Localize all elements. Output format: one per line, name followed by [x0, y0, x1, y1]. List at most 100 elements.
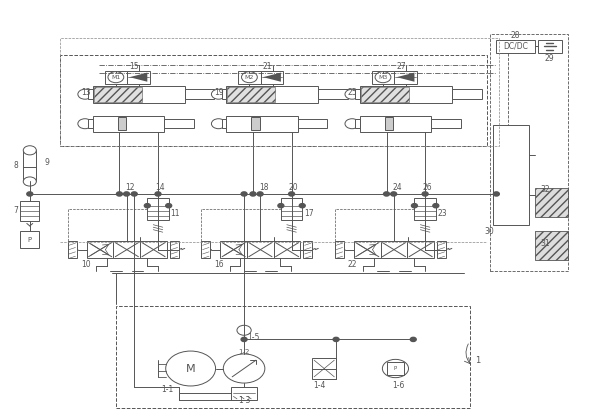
Bar: [437, 241, 446, 259]
Circle shape: [333, 337, 339, 342]
Text: 30: 30: [484, 227, 494, 236]
Bar: [490, 34, 568, 271]
Circle shape: [27, 192, 33, 196]
Circle shape: [166, 351, 215, 386]
Text: 1-1: 1-1: [161, 385, 173, 394]
Text: 8: 8: [13, 161, 18, 171]
Text: 1-4: 1-4: [314, 381, 326, 389]
Text: P: P: [28, 237, 32, 243]
Text: 25: 25: [348, 88, 358, 97]
Circle shape: [345, 119, 359, 129]
Polygon shape: [397, 73, 415, 82]
Circle shape: [155, 192, 161, 196]
Bar: [538, 40, 562, 53]
Bar: [227, 87, 275, 102]
Text: 1-6: 1-6: [393, 381, 405, 389]
Bar: [226, 86, 318, 103]
Circle shape: [412, 203, 418, 208]
Bar: [88, 89, 93, 99]
Bar: [105, 70, 127, 84]
Text: 20: 20: [289, 183, 298, 192]
Text: 16: 16: [214, 260, 224, 269]
Bar: [535, 188, 568, 217]
Bar: [60, 55, 487, 146]
Text: 15: 15: [129, 62, 139, 71]
Circle shape: [237, 325, 251, 335]
Bar: [117, 306, 469, 408]
Circle shape: [299, 203, 305, 208]
Bar: [118, 117, 126, 131]
Bar: [140, 241, 167, 259]
Circle shape: [78, 89, 92, 99]
Bar: [220, 241, 247, 259]
Text: 27: 27: [396, 62, 406, 71]
Bar: [415, 198, 436, 220]
Bar: [298, 119, 327, 128]
Bar: [94, 87, 142, 102]
Bar: [238, 70, 261, 84]
Bar: [251, 117, 260, 131]
Text: 13: 13: [81, 88, 90, 97]
Polygon shape: [130, 73, 148, 82]
Bar: [184, 89, 214, 99]
Circle shape: [384, 192, 390, 196]
Bar: [535, 231, 568, 261]
Text: 23: 23: [437, 209, 447, 218]
Circle shape: [211, 89, 226, 99]
Bar: [387, 362, 405, 375]
Bar: [493, 126, 529, 225]
Text: 1-3: 1-3: [238, 396, 250, 405]
Bar: [408, 241, 434, 259]
Circle shape: [345, 89, 359, 99]
Text: 17: 17: [304, 209, 314, 218]
Circle shape: [242, 72, 257, 83]
Circle shape: [391, 192, 397, 196]
Circle shape: [108, 72, 124, 83]
Text: 22: 22: [348, 260, 358, 269]
Text: 11: 11: [170, 209, 180, 218]
Bar: [354, 241, 381, 259]
Text: 18: 18: [259, 183, 268, 192]
Circle shape: [78, 119, 92, 129]
Bar: [394, 70, 417, 84]
Bar: [312, 358, 336, 379]
Bar: [170, 241, 178, 259]
Bar: [372, 70, 394, 84]
Circle shape: [250, 192, 256, 196]
Bar: [20, 231, 39, 248]
Bar: [93, 116, 164, 132]
Text: 10: 10: [81, 260, 90, 269]
Circle shape: [422, 192, 428, 196]
Circle shape: [241, 192, 247, 196]
Circle shape: [23, 146, 36, 155]
Circle shape: [375, 72, 391, 83]
Text: 14: 14: [155, 183, 165, 192]
Text: 1: 1: [475, 356, 481, 365]
Bar: [201, 241, 210, 259]
Bar: [318, 89, 348, 99]
Text: M: M: [186, 364, 196, 374]
Circle shape: [383, 359, 409, 378]
Text: 19: 19: [214, 88, 224, 97]
Bar: [361, 87, 409, 102]
Circle shape: [117, 192, 123, 196]
Text: M1: M1: [111, 75, 120, 80]
Circle shape: [131, 192, 137, 196]
Circle shape: [289, 192, 295, 196]
Bar: [355, 119, 360, 128]
Bar: [68, 241, 77, 259]
Bar: [87, 241, 114, 259]
Bar: [496, 40, 535, 53]
Text: 21: 21: [263, 62, 273, 71]
Bar: [114, 241, 140, 259]
Bar: [385, 117, 393, 131]
Bar: [452, 89, 481, 99]
Text: 9: 9: [44, 158, 49, 167]
Bar: [247, 241, 274, 259]
Bar: [23, 150, 36, 181]
Bar: [431, 119, 461, 128]
Bar: [20, 201, 39, 221]
Circle shape: [278, 203, 284, 208]
Text: M2: M2: [245, 75, 254, 80]
Circle shape: [211, 119, 226, 129]
